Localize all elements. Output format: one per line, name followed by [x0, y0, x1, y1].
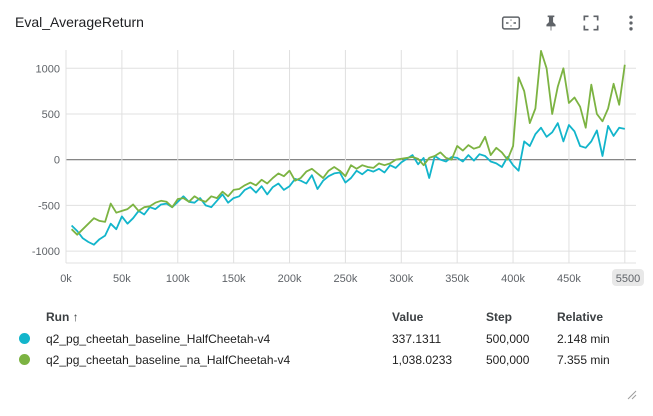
y-tick-label: 1000: [36, 63, 60, 75]
run-step: 500,000: [486, 331, 530, 346]
run-color-swatch: [18, 354, 30, 365]
y-tick-label: 500: [42, 109, 60, 121]
line-chart[interactable]: 1000 500 0 -500 -1000 0k 50k 100k 150k 200k 250k 30…: [0, 40, 653, 296]
run-name: q2_pg_cheetah_baseline_HalfCheetah-v4: [46, 331, 271, 346]
pin-icon: [546, 15, 556, 31]
x-tick-label: 300k: [389, 273, 413, 285]
fullscreen-icon: [583, 15, 599, 31]
resize-handle-icon[interactable]: [627, 390, 637, 400]
fit-domain-icon: [501, 16, 521, 30]
x-tick-label: 150k: [222, 273, 246, 285]
fit-domain-button[interactable]: [495, 10, 527, 36]
run-name: q2_pg_cheetah_baseline_na_HalfCheetah-v4: [46, 352, 291, 367]
value-column-header[interactable]: Value: [392, 310, 424, 324]
x-tick-label: 350k: [445, 273, 469, 285]
relative-column-header[interactable]: Relative: [557, 310, 604, 324]
run-step: 500,000: [486, 352, 530, 367]
run-relative: 7.355 min: [557, 352, 610, 367]
y-tick-label: -500: [38, 200, 60, 212]
pin-button[interactable]: [535, 10, 567, 36]
run-relative: 2.148 min: [557, 331, 610, 346]
table-header: Run ↑ Value Step Relative: [10, 306, 640, 328]
run-color-swatch: [18, 333, 30, 344]
card-toolbar: [495, 10, 653, 36]
card-title: Eval_AverageReturn: [15, 14, 144, 30]
y-tick-label: 0: [54, 155, 60, 167]
x-tick-label: 250k: [333, 273, 357, 285]
x-tick-label: 450k: [557, 273, 581, 285]
table-row: q2_pg_cheetah_baseline_na_HalfCheetah-v4…: [10, 349, 640, 370]
y-tick-label: -1000: [32, 246, 60, 258]
more-options-button[interactable]: [615, 10, 647, 36]
run-value: 337.1311: [392, 331, 442, 346]
run-value: 1,038.0233: [392, 352, 453, 367]
x-tick-label: 400k: [501, 273, 525, 285]
more-vert-icon: [629, 15, 633, 31]
series-line-1[interactable]: [70, 122, 625, 246]
x-tick-label: 100k: [166, 273, 190, 285]
x-tick-label: 0k: [60, 273, 72, 285]
series-line-2[interactable]: [70, 49, 626, 236]
step-column-header[interactable]: Step: [486, 310, 513, 324]
x-tick-highlight: [612, 269, 644, 286]
run-column-header[interactable]: Run ↑: [46, 310, 79, 324]
x-tick-label: 50k: [113, 273, 131, 285]
runs-table: Run ↑ Value Step Relative q2_pg_cheetah_…: [10, 306, 640, 370]
fullscreen-button[interactable]: [575, 10, 607, 36]
table-row: q2_pg_cheetah_baseline_HalfCheetah-v4 33…: [10, 328, 640, 349]
x-tick-label: 200k: [278, 273, 302, 285]
x-tick-label: 5500: [616, 273, 640, 285]
